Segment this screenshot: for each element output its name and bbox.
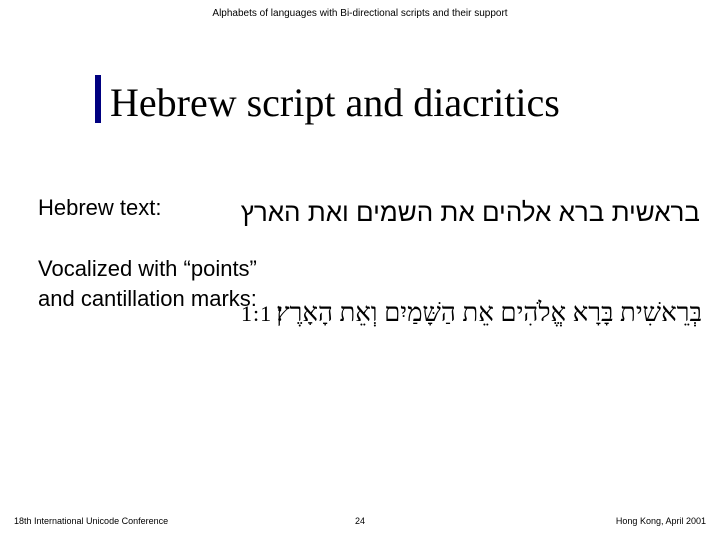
hebrew-sample-text: בראשית ברא אלהים את השמים ואת הארץ <box>240 195 700 230</box>
footer-right: Hong Kong, April 2001 <box>616 516 706 526</box>
vocalized-verse-ref: 1:1 <box>241 301 272 326</box>
vocalized-verse: בְּרֵאשִׁית בָּרָא אֱלֹהִים אֵת הַשָּׁמַ… <box>235 298 702 328</box>
label-vocalized-line1: Vocalized with “points” <box>38 256 257 282</box>
slide-title: Hebrew script and diacritics <box>110 79 560 126</box>
title-accent-rule <box>95 75 101 123</box>
slide-header: Alphabets of languages with Bi-direction… <box>0 8 720 19</box>
slide-page: Alphabets of languages with Bi-direction… <box>0 0 720 540</box>
label-vocalized-line2: and cantillation marks: <box>38 286 257 312</box>
footer-page-number: 24 <box>0 516 720 526</box>
header-text: Alphabets of languages with Bi-direction… <box>212 8 507 19</box>
vocalized-verse-text: בְּרֵאשִׁית בָּרָא אֱלֹהִים אֵת הַשָּׁמַ… <box>276 298 702 327</box>
label-hebrew-text: Hebrew text: <box>38 195 162 221</box>
slide-footer: 18th International Unicode Conference 24… <box>0 516 720 530</box>
